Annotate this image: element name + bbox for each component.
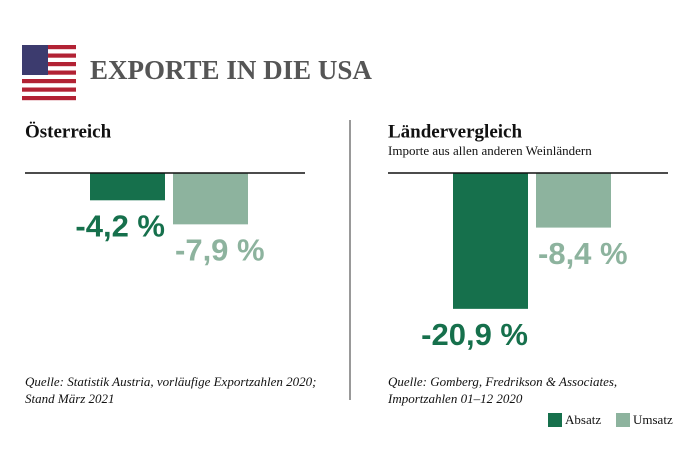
legend-swatch: [548, 413, 562, 427]
legend-label: Absatz: [565, 412, 601, 427]
source-note: Importzahlen 01–12 2020: [387, 391, 523, 406]
legend-label: Umsatz: [633, 412, 673, 427]
legend-swatch: [616, 413, 630, 427]
source-note: Stand März 2021: [25, 391, 115, 406]
bar: [90, 173, 165, 201]
chart-subtitle: Importe aus allen anderen Weinländern: [388, 143, 592, 158]
bar: [453, 173, 528, 309]
chart-title: Österreich: [25, 121, 112, 142]
value-label: -7,9 %: [175, 233, 265, 268]
chart-title: Ländervergleich: [388, 121, 522, 142]
value-label: -4,2 %: [75, 208, 165, 243]
value-label: -20,9 %: [421, 317, 528, 352]
bar: [173, 173, 248, 225]
bar: [536, 173, 611, 228]
value-label: -8,4 %: [538, 236, 628, 271]
us-flag: [22, 45, 76, 101]
page-title: EXPORTE IN DIE USA: [90, 55, 372, 85]
source-note: Quelle: Statistik Austria, vorläufige Ex…: [25, 374, 317, 389]
source-note: Quelle: Gomberg, Fredrikson & Associates…: [388, 374, 617, 389]
